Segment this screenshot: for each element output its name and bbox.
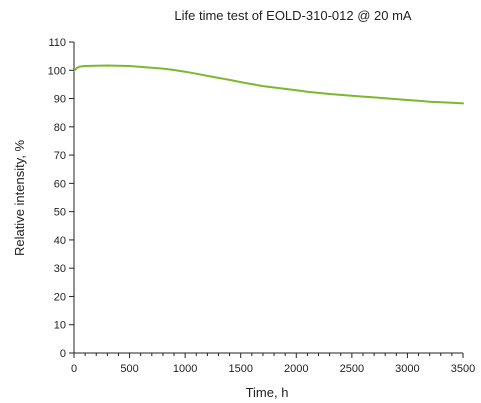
y-tick-label: 50 — [54, 207, 66, 219]
chart-title: Life time test of EOLD-310-012 @ 20 mA — [174, 8, 412, 23]
y-tick-label: 110 — [48, 37, 66, 49]
y-tick-label: 100 — [48, 65, 66, 77]
x-tick-label: 3500 — [451, 363, 475, 375]
series-line-0 — [73, 64, 464, 105]
x-tick-label: 3000 — [395, 363, 419, 375]
x-axis-ticks: 0 500 1000 1500 2000 2500 3000 3500 — [71, 353, 475, 375]
y-tick-label: 40 — [54, 235, 66, 247]
y-tick-label: 20 — [54, 291, 66, 303]
y-tick-label: 60 — [54, 178, 66, 190]
x-tick-label: 1500 — [228, 363, 252, 375]
x-tick-label: 500 — [120, 363, 138, 375]
x-tick-label: 1000 — [173, 363, 197, 375]
plot-area — [73, 42, 464, 354]
x-tick-label: 2500 — [340, 363, 364, 375]
x-tick-label: 2000 — [284, 363, 308, 375]
x-tick-label: 0 — [71, 363, 77, 375]
y-tick-label: 10 — [54, 320, 66, 332]
y-tick-label: 30 — [54, 263, 66, 275]
y-tick-label: 0 — [60, 348, 66, 360]
y-tick-label: 80 — [54, 122, 66, 134]
y-tick-label: 90 — [54, 94, 66, 106]
y-tick-label: 70 — [54, 150, 66, 162]
y-axis-ticks: 0 10 20 30 40 50 60 70 80 90 100 110 — [48, 37, 74, 360]
y-axis-title: Relative intensity, % — [12, 140, 27, 257]
x-axis-title: Time, h — [246, 385, 289, 400]
